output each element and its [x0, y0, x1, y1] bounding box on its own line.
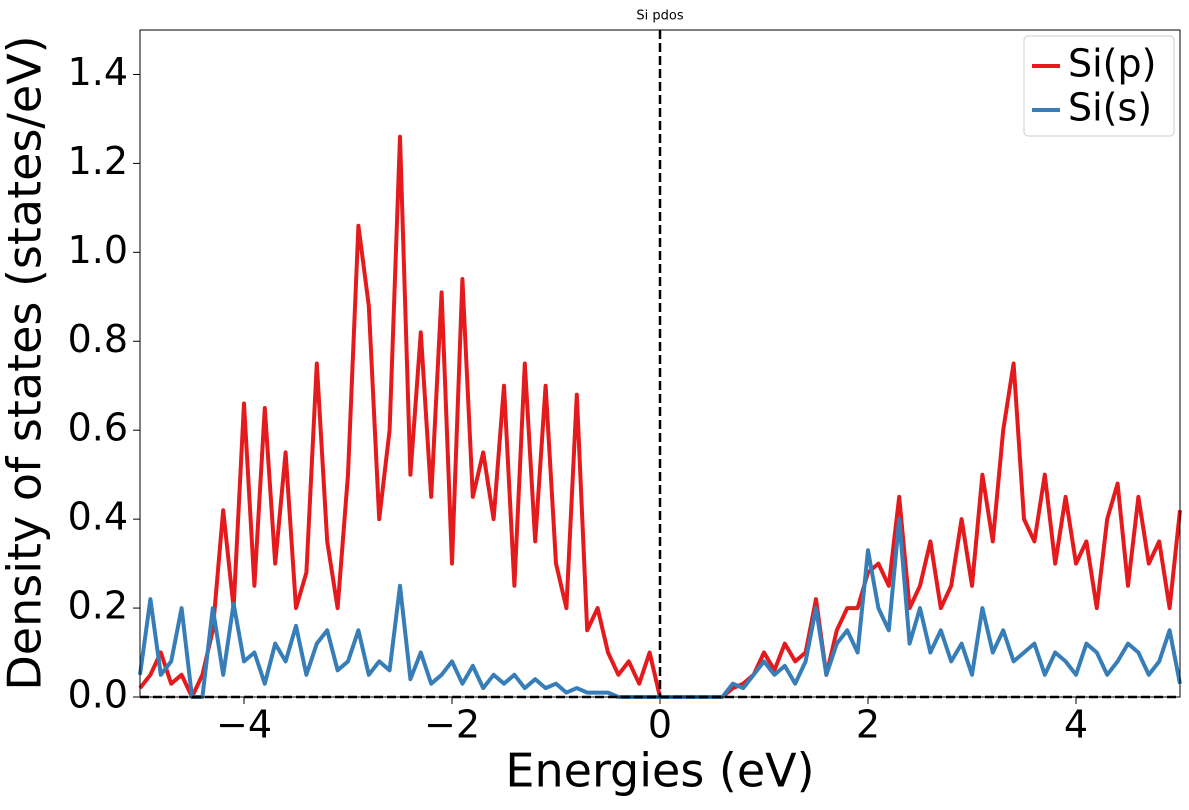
- y-tick-label: 1.2: [68, 139, 128, 183]
- x-tick-label: 4: [1064, 703, 1088, 747]
- plot-frame: [139, 29, 1181, 698]
- x-tick-label: 2: [856, 703, 880, 747]
- y-axis-label: Density of states (states/eV): [0, 35, 52, 690]
- y-tick-label: 0.2: [68, 584, 128, 628]
- y-tick-label: 0.4: [68, 495, 128, 539]
- x-tick-label: −2: [424, 703, 480, 747]
- legend-label: Si(s): [1068, 86, 1152, 130]
- chart-title: Si pdos: [636, 9, 683, 24]
- legend-box: [1023, 35, 1175, 137]
- y-tick-label: 1.0: [68, 228, 128, 272]
- x-tick-label: −4: [216, 703, 272, 747]
- y-tick-label: 1.4: [68, 50, 128, 94]
- x-axis-label: Energies (eV): [505, 744, 814, 798]
- x-tick-label: 0: [648, 703, 672, 747]
- y-tick-label: 0.6: [68, 406, 128, 450]
- legend-label: Si(p): [1068, 42, 1156, 86]
- y-tick-label: 0.0: [68, 673, 128, 717]
- y-tick-label: 0.8: [68, 317, 128, 361]
